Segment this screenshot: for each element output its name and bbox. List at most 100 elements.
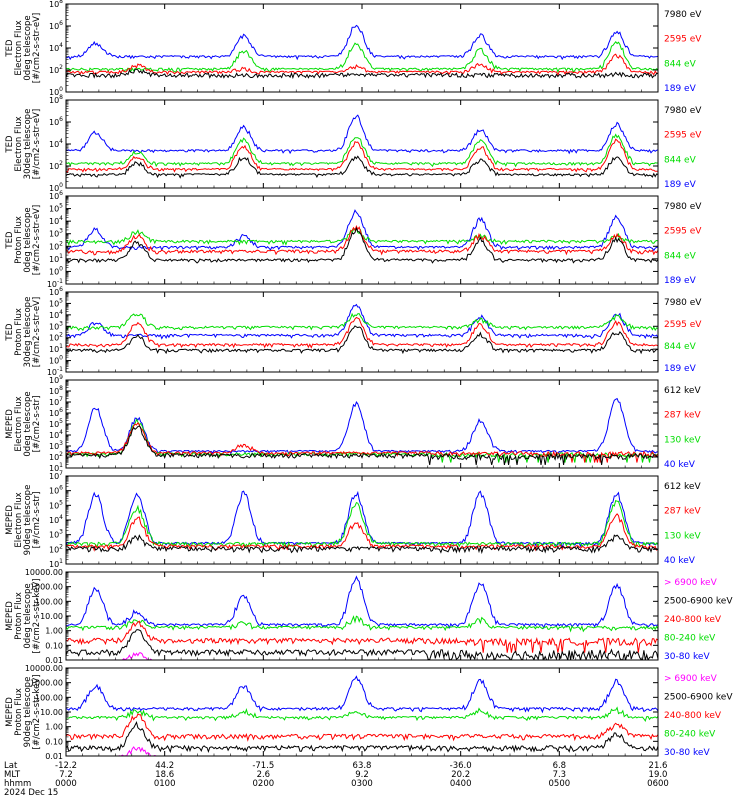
x-tick-mlt: 20.2: [451, 770, 470, 780]
y-axis-label: Proton Flux: [14, 688, 24, 736]
y-axis-label: 0deg telescope: [23, 583, 33, 648]
y-tick-label: 1.00: [45, 627, 63, 636]
y-tick-label: 101: [49, 343, 63, 354]
y-tick-label: 104: [49, 309, 63, 320]
y-tick-label: 1000.00: [30, 679, 63, 688]
series-line: [66, 706, 658, 723]
y-tick-label: 102: [49, 543, 63, 554]
y-axis-label: TED: [5, 39, 15, 58]
series-line: [66, 209, 658, 252]
legend-entry: 7980 eV: [664, 298, 702, 308]
x-tick-hhmm: 0600: [647, 779, 669, 789]
y-tick-label: 100: [49, 182, 63, 193]
y-axis-label: 30deg telescope: [23, 297, 33, 368]
y-axis-label: 0deg telescope: [23, 391, 33, 456]
y-axis-label: 30deg telescope: [23, 109, 33, 180]
y-tick-label: 106: [49, 20, 63, 31]
x-tick-hhmm: 0500: [549, 779, 571, 789]
legend-entry: 2500-6900 keV: [664, 693, 733, 703]
y-axis-label: [#/cm2-s-str-eV]: [32, 205, 42, 275]
series-line: [66, 397, 658, 455]
y-tick-label: 103: [49, 440, 63, 451]
y-tick-label: 1.00: [45, 723, 63, 732]
y-axis-label: Electron Flux: [14, 492, 24, 547]
legend-entry: 30-80 keV: [664, 748, 710, 758]
series-line: [66, 721, 658, 754]
y-tick-label: 101: [49, 558, 63, 569]
legend-entry: 844 eV: [664, 155, 697, 165]
legend-entry: 612 keV: [664, 482, 701, 492]
y-tick-label: 0.01: [45, 656, 63, 665]
x-tick-lat: -71.5: [252, 761, 274, 771]
flux-panel: 101 102 103 104 105 106 107 MEPED Electron Flux 9…: [5, 470, 701, 569]
x-row-label: Lat: [4, 761, 18, 771]
flux-panel: 100 102 104 106 108 TED Electron Flux 30deg tel…: [5, 94, 702, 193]
series-line: [66, 713, 658, 742]
y-tick-label: 105: [49, 203, 63, 214]
series-line: [66, 620, 658, 653]
y-tick-label: 102: [49, 240, 63, 251]
y-tick-label: 1000.00: [30, 583, 63, 592]
flux-panel: 0.01 0.10 1.00 10.00 100.00 1000.00 10000.00 ME…: [5, 664, 733, 761]
y-tick-label: 106: [49, 116, 63, 127]
y-tick-label: 108: [49, 0, 63, 9]
y-tick-label: 0.10: [45, 737, 63, 746]
y-tick-label: 10.00: [40, 612, 63, 621]
flux-panel: 0.01 0.10 1.00 10.00 100.00 1000.00 10000.00 ME…: [5, 568, 733, 665]
y-axis-label: [#/cm2-s-str-eV]: [32, 297, 42, 367]
x-tick-hhmm: 0100: [154, 779, 176, 789]
x-tick-lat: 21.6: [649, 761, 668, 771]
y-axis-label: Electron Flux: [14, 20, 24, 75]
x-tick-mlt: 7.2: [59, 770, 73, 780]
x-tick-lat: -12.2: [55, 761, 77, 771]
y-tick-label: 106: [49, 286, 63, 297]
series-line: [66, 138, 658, 174]
legend-entry: > 6900 keV: [664, 674, 718, 684]
legend-entry: 40 keV: [664, 556, 696, 566]
x-row-label: 2024 Dec 15: [4, 788, 58, 798]
series-line: [66, 534, 658, 555]
legend-entry: 80-240 keV: [664, 730, 716, 740]
x-tick-mlt: 7.3: [553, 770, 567, 780]
x-tick-lat: -36.0: [450, 761, 472, 771]
legend-entry: 189 eV: [664, 276, 697, 286]
series-group: [66, 575, 658, 660]
y-axis-label: [#/cm2-s-str-eV]: [32, 13, 42, 83]
y-tick-label: 104: [49, 215, 63, 226]
legend-entry: 189 eV: [664, 364, 697, 374]
x-tick-mlt: 18.6: [155, 770, 174, 780]
series-line: [66, 312, 658, 332]
y-axis-label: 0deg telescope: [23, 15, 33, 80]
y-tick-label: 10-1: [47, 278, 63, 289]
y-tick-label: 10000.00: [25, 568, 63, 577]
y-tick-label: 105: [49, 297, 63, 308]
y-axis-label: TED: [5, 135, 15, 154]
y-tick-label: 107: [49, 470, 63, 481]
y-axis-label: Proton Flux: [14, 216, 24, 264]
x-tick-hhmm: 0300: [351, 779, 373, 789]
y-tick-label: 100.00: [35, 597, 63, 606]
y-axis-label: [#/cm2-s-str-keV]: [32, 579, 42, 654]
series-line: [66, 133, 658, 168]
flux-panel: 100 102 104 106 108 TED Electron Flux 0deg tele…: [5, 0, 702, 97]
legend-entry: 30-80 keV: [664, 652, 710, 662]
legend-entry: 844 eV: [664, 342, 697, 352]
y-tick-label: 109: [49, 374, 63, 385]
series-line: [66, 575, 658, 630]
y-axis-label: Electron Flux: [14, 396, 24, 451]
series-group: [66, 209, 658, 264]
legend-entry: 7980 eV: [664, 202, 702, 212]
legend-entry: 287 keV: [664, 507, 701, 517]
series-line: [66, 316, 658, 349]
legend-entry: 2595 eV: [664, 320, 702, 330]
y-tick-label: 10.00: [40, 708, 63, 717]
x-tick-hhmm: 0400: [450, 779, 472, 789]
y-axis-label: [#/cm2-s-str-eV]: [32, 109, 42, 179]
y-axis-label: MEPED: [5, 409, 15, 439]
legend-entry: 844 eV: [664, 59, 697, 69]
y-axis-label: TED: [5, 231, 15, 250]
y-axis-label: Electron Flux: [14, 116, 24, 171]
legend-entry: 2595 eV: [664, 131, 702, 141]
